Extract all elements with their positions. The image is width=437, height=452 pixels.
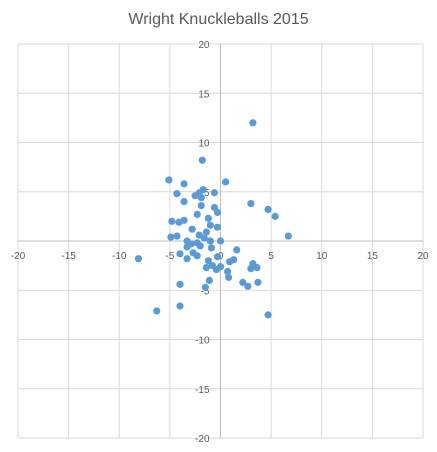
data-point (221, 178, 230, 186)
data-point (200, 234, 208, 242)
data-point (183, 243, 191, 251)
data-point (204, 214, 212, 222)
data-point (134, 255, 143, 263)
x-tick-label: -5 (165, 251, 174, 262)
data-points (134, 119, 292, 319)
y-tick-label: 15 (198, 89, 210, 100)
y-tick-label: 5 (204, 188, 210, 199)
data-point (204, 257, 212, 265)
data-point (193, 252, 201, 260)
data-point (206, 237, 214, 245)
data-point (153, 307, 161, 315)
data-point (205, 276, 213, 284)
data-point (212, 265, 221, 274)
data-point (226, 258, 234, 266)
data-point (180, 180, 188, 188)
x-tick-label: 10 (316, 251, 328, 262)
data-point (168, 217, 176, 225)
data-point (196, 242, 204, 250)
data-point (176, 250, 184, 258)
data-point (191, 192, 199, 200)
data-point (253, 263, 261, 272)
x-tick-label: 5 (268, 251, 274, 262)
x-tick-label: -15 (61, 251, 76, 262)
data-point (201, 283, 209, 291)
data-point (207, 244, 215, 252)
data-point (180, 198, 188, 206)
data-point (183, 255, 191, 263)
y-tick-label: -10 (195, 336, 210, 347)
data-point (175, 218, 183, 226)
data-point (233, 246, 241, 254)
chart-title: Wright Knuckleballs 2015 (128, 11, 308, 28)
data-point (264, 311, 272, 319)
data-point (176, 302, 184, 310)
data-point (247, 264, 255, 273)
data-point (176, 280, 184, 288)
data-point (284, 232, 292, 240)
x-tick-label: 15 (367, 251, 379, 262)
data-point (167, 233, 175, 241)
y-tick-label: -15 (195, 385, 210, 396)
data-point (198, 156, 206, 164)
data-point (202, 263, 210, 272)
data-point (223, 267, 232, 276)
data-point (264, 205, 272, 214)
data-point (244, 282, 252, 290)
data-point (216, 237, 225, 245)
data-point (197, 194, 205, 202)
data-point (197, 201, 205, 210)
data-point (239, 278, 247, 286)
data-point (202, 228, 210, 236)
x-tick-label: -20 (11, 251, 26, 262)
data-point (271, 212, 279, 220)
data-point (213, 253, 222, 261)
data-point (213, 223, 222, 231)
data-point (188, 225, 196, 233)
y-axis-tick-labels: 20 15 10 5 -5 -10 -15 -20 (195, 40, 210, 445)
y-tick-label: 20 (198, 40, 210, 51)
y-tick-label: 10 (198, 139, 210, 150)
data-point (173, 190, 181, 198)
data-point (173, 232, 181, 240)
data-point (193, 210, 201, 219)
data-point (249, 119, 257, 127)
y-tick-label: -5 (201, 286, 210, 297)
data-point (247, 199, 255, 208)
data-point (165, 176, 173, 184)
data-point (225, 273, 233, 282)
data-point (254, 278, 262, 286)
data-point (206, 221, 214, 229)
x-tick-label: -10 (112, 251, 127, 262)
data-point (210, 189, 219, 197)
data-point (213, 208, 222, 217)
y-tick-label: -20 (195, 434, 210, 445)
x-tick-label: 20 (417, 251, 429, 262)
